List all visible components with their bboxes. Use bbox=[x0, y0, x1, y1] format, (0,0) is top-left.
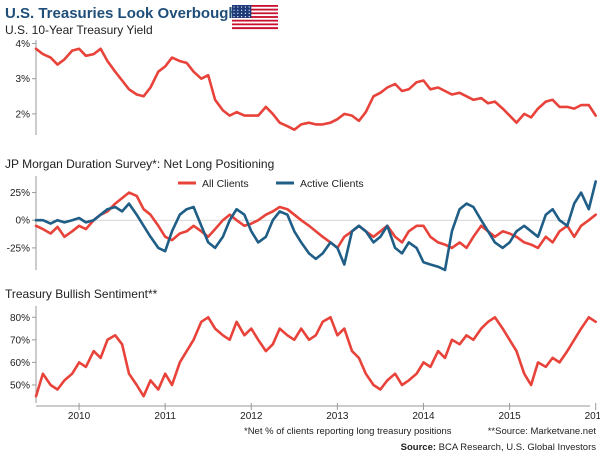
x-tick-label: 2011 bbox=[154, 411, 176, 422]
flag-stripe bbox=[232, 25, 278, 28]
x-tick-label: 2016 bbox=[585, 411, 600, 422]
flag-stripe bbox=[232, 21, 278, 24]
flag-star bbox=[241, 6, 243, 8]
y-tick-label: 25% bbox=[10, 188, 30, 199]
flag-star bbox=[244, 16, 246, 18]
source-text: BCA Research, U.S. Global Investors bbox=[436, 442, 596, 453]
y-tick-label: 3% bbox=[16, 74, 31, 85]
flag-star bbox=[248, 16, 250, 18]
flag-star bbox=[233, 12, 235, 14]
flag-stripe bbox=[232, 19, 278, 22]
series-line-1-1 bbox=[34, 180, 598, 272]
flag-stripe bbox=[232, 17, 278, 20]
flag-star bbox=[248, 9, 250, 11]
sentiment-panel-title: Treasury Bullish Sentiment** bbox=[5, 287, 158, 301]
flag-star bbox=[244, 6, 246, 8]
flag-star bbox=[244, 9, 246, 11]
y-tick-label: -25% bbox=[7, 243, 30, 254]
flag-stripe bbox=[232, 14, 278, 17]
y-tick-label: 4% bbox=[16, 39, 31, 50]
flag-stripe bbox=[232, 5, 278, 7]
y-tick-label: 0% bbox=[16, 216, 31, 227]
flag-star bbox=[248, 12, 250, 14]
x-tick-label: 2015 bbox=[498, 411, 521, 422]
source-label: Source: bbox=[401, 442, 436, 453]
x-axis: 2010 2011 2012 2013 2014 2015 2016 bbox=[36, 403, 600, 422]
survey-legend: All Clients Active Clients bbox=[178, 178, 364, 190]
series-line-0-0 bbox=[34, 47, 598, 131]
flag-star bbox=[241, 12, 243, 14]
flag-star bbox=[237, 9, 239, 11]
flag-stripe bbox=[232, 10, 278, 13]
flag-stripe bbox=[232, 23, 278, 26]
flag-star bbox=[241, 9, 243, 11]
flag-stripe bbox=[232, 12, 278, 15]
flag-canton bbox=[232, 5, 252, 18]
flag-star bbox=[248, 6, 250, 8]
source-line: Source: BCA Research, U.S. Global Invest… bbox=[401, 442, 597, 453]
footnote-marketvane: **Source: Marketvane.net bbox=[488, 426, 597, 437]
flag-stripe bbox=[232, 6, 278, 9]
series-line-1-0 bbox=[34, 191, 598, 250]
y-tick-label: 60% bbox=[10, 358, 30, 369]
flag-star bbox=[237, 16, 239, 18]
flag-stripe bbox=[232, 16, 278, 19]
yield-panel-title: U.S. 10-Year Treasury Yield bbox=[5, 23, 153, 37]
x-tick-label: 2013 bbox=[326, 411, 349, 422]
flag-star bbox=[244, 12, 246, 14]
series-line-2-0 bbox=[34, 315, 598, 398]
flag-star bbox=[237, 12, 239, 14]
legend-label-active-clients: Active Clients bbox=[300, 178, 364, 190]
y-tick-label: 80% bbox=[10, 313, 30, 324]
x-tick-label: 2010 bbox=[68, 411, 91, 422]
flag-star bbox=[241, 16, 243, 18]
x-tick-label: 2012 bbox=[240, 411, 263, 422]
survey-panel-title: JP Morgan Duration Survey*: Net Long Pos… bbox=[5, 157, 274, 171]
flag-star bbox=[233, 6, 235, 8]
y-tick-label: 70% bbox=[10, 335, 30, 346]
flag-stripe bbox=[232, 27, 278, 30]
y-tick-label: 2% bbox=[16, 109, 31, 120]
x-tick-label: 2014 bbox=[412, 411, 435, 422]
flag-star bbox=[237, 6, 239, 8]
legend-label-all-clients: All Clients bbox=[202, 178, 249, 190]
flag-stripe bbox=[232, 8, 278, 11]
sentiment-panel: 80% 70% 60% 50% bbox=[10, 306, 598, 403]
survey-panel: 25% 0% -25% bbox=[7, 176, 598, 272]
page-title: U.S. Treasuries Look Overbought bbox=[5, 5, 243, 22]
yield-panel: 2% 3% 4% bbox=[16, 39, 598, 135]
flag-star bbox=[233, 9, 235, 11]
y-tick-label: 50% bbox=[10, 380, 30, 391]
flag-star bbox=[233, 16, 235, 18]
footnote-survey: *Net % of clients reporting long treasur… bbox=[244, 426, 452, 437]
us-flag-icon bbox=[232, 5, 278, 30]
